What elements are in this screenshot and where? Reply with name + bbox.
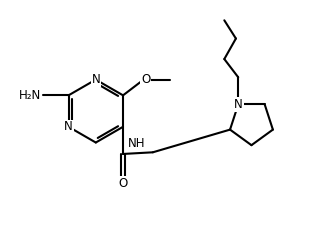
Text: O: O <box>119 177 128 189</box>
Text: N: N <box>92 73 100 86</box>
Text: N: N <box>64 120 73 133</box>
Text: H₂N: H₂N <box>18 89 41 102</box>
Text: N: N <box>234 98 242 111</box>
Text: O: O <box>141 73 150 86</box>
Text: NH: NH <box>128 137 146 150</box>
